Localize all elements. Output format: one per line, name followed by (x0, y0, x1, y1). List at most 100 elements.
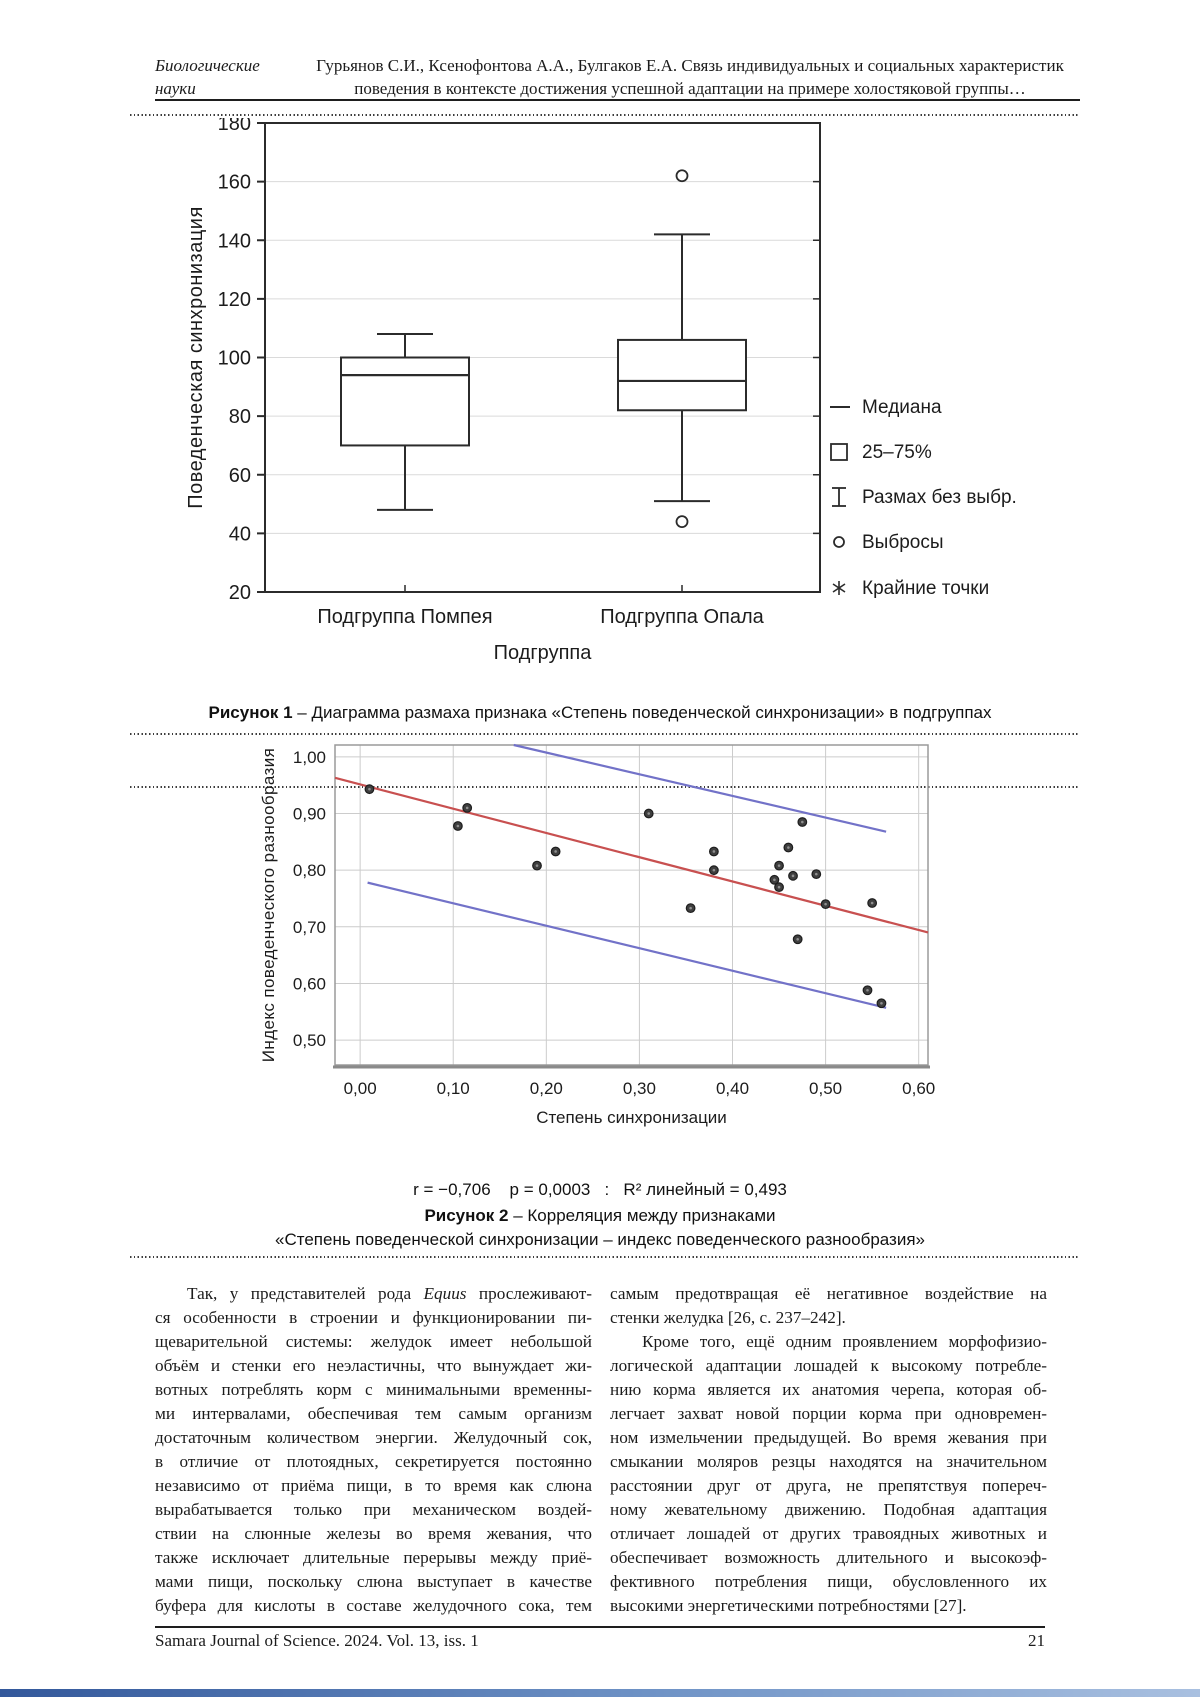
body-line: независимо от приёма пищи, в то время ка… (155, 1476, 592, 1495)
x-axis: 0,00 0,10 0,20 0,30 0,40 0,50 0,60 (344, 1079, 936, 1098)
figure2-scatter-chart: 0,00 0,10 0,20 0,30 0,40 0,50 0,60 Степень синх… (259, 743, 936, 1127)
gridlines (335, 745, 928, 1065)
svg-text:180: 180 (218, 118, 251, 135)
body-line: мами пищи, поскольку слюна выступает в к… (155, 1572, 592, 1591)
boxplot-box (340, 333, 470, 511)
svg-text:Выбросы: Выбросы (862, 532, 944, 553)
body-line: вотных потреблять корм с минимальными вр… (155, 1380, 592, 1399)
body-line: ствии на слюнные железы во время жевания… (155, 1524, 592, 1543)
body-line: в отличие от плотоядных, секретируется п… (155, 1452, 592, 1471)
figure1-caption-text: – Диаграмма размаха признака «Степень по… (292, 703, 992, 722)
dotted-separator (130, 733, 1080, 735)
body-line: обеспечивает возможность длительного и в… (610, 1548, 1047, 1567)
body-line: высокими энергетическими потребностями [… (610, 1596, 967, 1615)
x-axis: Подгруппа Помпея Подгруппа Опала (317, 585, 765, 628)
svg-text:0,40: 0,40 (716, 1079, 749, 1098)
svg-text:0,90: 0,90 (293, 805, 326, 824)
svg-text:Подгруппа Помпея: Подгруппа Помпея (317, 606, 492, 628)
svg-text:0,60: 0,60 (293, 974, 326, 993)
svg-text:0,70: 0,70 (293, 918, 326, 937)
body-text: Так, у представителей рода (187, 1284, 424, 1303)
body-line: стенки желудка [26, с. 237–242]. (610, 1308, 846, 1327)
body-line: вырабатывается только при механическом в… (155, 1500, 592, 1519)
svg-text:20: 20 (229, 582, 251, 604)
body-line: объём и стенки его неэластичны, что выну… (155, 1356, 592, 1375)
body-line: достаточным количеством энергии. Желудоч… (155, 1428, 592, 1447)
x-axis-label: Степень синхронизации (536, 1108, 727, 1127)
body-line: фективного потребления пищи, обусловленн… (610, 1572, 1047, 1591)
body-line: самым предотвращая её негативное воздейс… (610, 1284, 1047, 1303)
boxplot-box (617, 169, 747, 529)
y-axis-label: Поведенческая синхронизация (185, 206, 207, 509)
svg-text:80: 80 (229, 406, 251, 428)
svg-text:0,20: 0,20 (530, 1079, 563, 1098)
svg-text:0,50: 0,50 (809, 1079, 842, 1098)
confidence-line (367, 881, 887, 1009)
confidence-line (513, 743, 887, 833)
svg-text:0,30: 0,30 (623, 1079, 656, 1098)
figure2-caption-label: Рисунок 2 (424, 1206, 509, 1225)
body-line: Так, у представителей рода Equus прослеж… (155, 1282, 592, 1306)
body-line: логической адаптации лошадей к высокому … (610, 1356, 1047, 1375)
svg-text:1,00: 1,00 (293, 748, 326, 767)
svg-text:0,50: 0,50 (293, 1031, 326, 1050)
dotted-separator (130, 114, 1080, 116)
svg-text:25–75%: 25–75% (862, 442, 932, 463)
page-number: 21 (1028, 1631, 1045, 1650)
body-text: прослеживают- (466, 1284, 593, 1303)
svg-text:0,00: 0,00 (344, 1079, 377, 1098)
footer-rule (155, 1626, 1045, 1628)
svg-text:Крайние точки: Крайние точки (862, 578, 989, 599)
svg-text:100: 100 (218, 348, 251, 370)
x-axis-label: Подгруппа (494, 642, 593, 664)
svg-text:40: 40 (229, 523, 251, 545)
svg-text:60: 60 (229, 465, 251, 487)
svg-text:Размах без выбр.: Размах без выбр. (862, 487, 1017, 508)
body-line: ном измельчении предыдущей. Во время жев… (610, 1428, 1047, 1447)
body-line: легчает захват новой порции корма при од… (610, 1404, 1047, 1423)
data-points (364, 784, 887, 1009)
section-label: Биологические науки (155, 54, 295, 100)
figure1-boxplot-chart: 20 40 60 80 100 120 140 160 180 Поведенческая син… (185, 118, 1017, 664)
svg-text:0,80: 0,80 (293, 861, 326, 880)
footer: Samara Journal of Science. 2024. Vol. 13… (155, 1631, 1045, 1651)
journal-name: Samara Journal of Science. 2024. Vol. 13… (155, 1631, 479, 1650)
y-axis-label: Индекс поведенческого разнообразия (259, 748, 278, 1062)
body-line: нию корма является их анатомия черепа, к… (610, 1380, 1047, 1399)
dotted-separator (130, 1256, 1080, 1258)
figure2-caption-line2: «Степень поведенческой синхронизации – и… (275, 1230, 925, 1249)
y-axis: 20 40 60 80 100 120 140 160 180 (218, 118, 820, 604)
body-left-column: Так, у представителей рода Equus прослеж… (155, 1282, 592, 1618)
svg-text:0,60: 0,60 (902, 1079, 935, 1098)
body-line: Кроме того, ещё одним проявлением морфоф… (642, 1332, 1047, 1351)
body-line: расстоянии друг от друга, не препятствуя… (610, 1476, 1047, 1495)
body-right-column: самым предотвращая её негативное воздейс… (610, 1282, 1047, 1618)
body-line: щеварительной системы: желудок имеет неб… (155, 1332, 592, 1351)
body-line: также исключает длительные перерывы межд… (155, 1548, 592, 1567)
outlier-point (675, 169, 689, 183)
regression-line (334, 776, 929, 934)
svg-text:0,10: 0,10 (437, 1079, 470, 1098)
body-line: ми интервалами, обеспечивая тем самым ор… (155, 1404, 592, 1423)
running-title: Гурьянов С.И., Ксенофонтова А.А., Булгак… (295, 54, 1085, 100)
figure2-caption-line1: Рисунок 2 – Корреляция между признаками (0, 1206, 1200, 1226)
dotted-separator (130, 786, 1080, 788)
body-line: отличает лошадей от других травоядных жи… (610, 1524, 1047, 1543)
header-rule (155, 99, 1080, 101)
page-bottom-bar (0, 1689, 1200, 1697)
outlier-point (675, 515, 689, 529)
figure1-caption: Рисунок 1 – Диаграмма размаха признака «… (0, 703, 1200, 723)
body-line: буфера для кислоты в составе желудочного… (155, 1596, 592, 1615)
svg-text:140: 140 (218, 230, 251, 252)
body-line: ному жевательному движению. Подобная ада… (610, 1500, 1047, 1519)
legend: Медиана 25–75% Размах без выбр. Выбросы Край… (830, 397, 1017, 599)
svg-text:Медиана: Медиана (862, 397, 942, 418)
section-label-line2: науки (155, 79, 196, 98)
figure2-caption-text: – Корреляция между признаками (508, 1206, 776, 1225)
svg-text:Подгруппа Опала: Подгруппа Опала (600, 606, 764, 628)
plot-frame (334, 744, 929, 1066)
y-axis: 0,50 0,60 0,70 0,80 0,90 1,00 (293, 748, 326, 1050)
species-name: Equus (423, 1284, 467, 1303)
figure1-caption-label: Рисунок 1 (208, 703, 293, 722)
